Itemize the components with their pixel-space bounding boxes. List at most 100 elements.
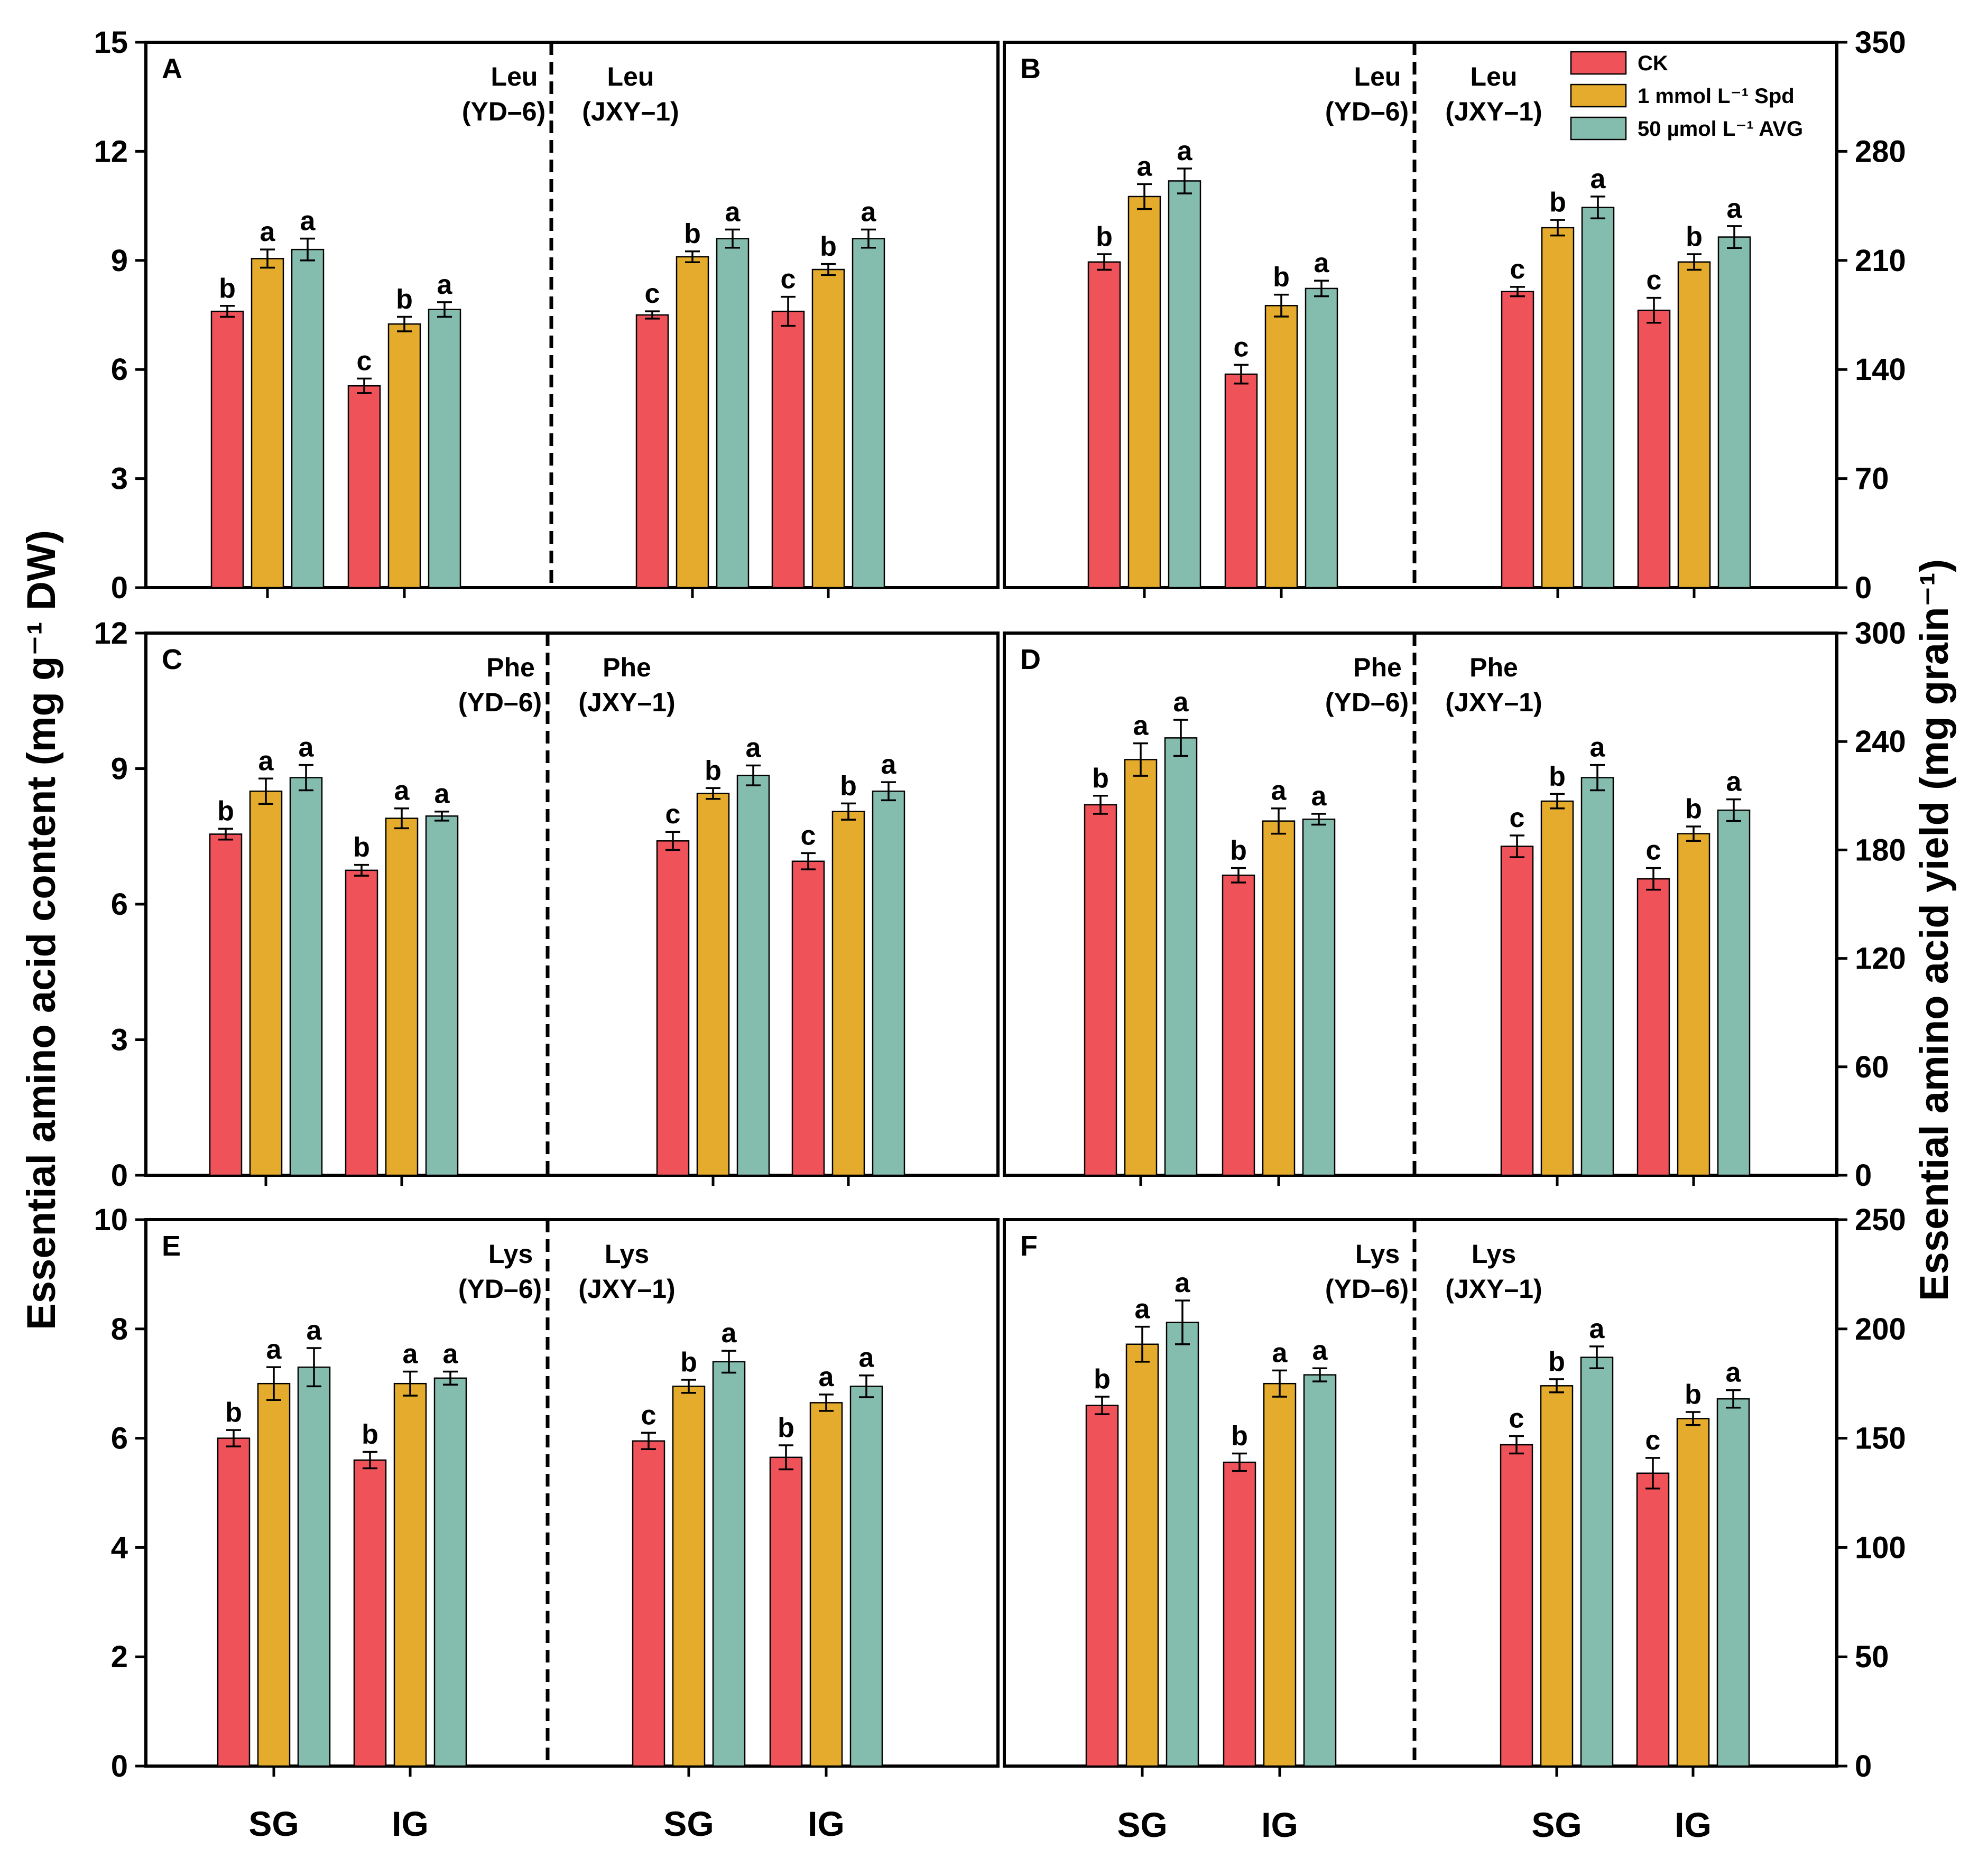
panel-d-jxy1-ig-spd-bar (1677, 833, 1710, 1176)
panel-e-yd6-sg-avg-sig-letter: a (307, 1315, 322, 1346)
panel-f-yd6-ig-spd-bar (1263, 1382, 1297, 1767)
panel-c-jxy1-sg-avg-bar (736, 775, 770, 1176)
panel-d-jxy1-ig-ck-errorbar (1646, 867, 1661, 891)
panel-e-yd6-sg-avg-bar (297, 1366, 331, 1767)
panel-d-jxy1-sg-avg-bar (1580, 777, 1614, 1176)
panel-c-yd6-sg-spd-sig-letter: a (258, 746, 274, 776)
panel-e-yd6-sg-ck-bar (217, 1437, 251, 1767)
panel-c-jxy1-sg-ck-sig-letter: c (665, 799, 681, 830)
panel-e-jxy1-sg-ck-errorbar (641, 1432, 656, 1451)
panel-d-jxy1-sg-spd-sig-letter: b (1549, 761, 1566, 792)
panel-e-ytick-label: 8 (111, 1312, 128, 1346)
panel-c-yd6-ig-ck-sig-letter: b (353, 832, 370, 863)
panel-f-yd6-ig-avg-sig-letter: a (1312, 1335, 1328, 1366)
panel-e-jxy1-sg-spd-bar (672, 1386, 706, 1767)
panel-c-jxy1-ig-ck-errorbar (801, 852, 816, 870)
panel-f-ytick-label: 100 (1855, 1530, 1906, 1565)
panel-a-yd6-ig-spd-sig-letter: b (396, 284, 413, 314)
panel-d-yd6-sg-ck-errorbar (1093, 795, 1108, 815)
panel-b-ytick-label: 70 (1855, 462, 1889, 496)
panel-c-aa-right: Phe (603, 653, 651, 682)
panel-b-letter: B (1020, 53, 1041, 85)
panel-e-cultivar-left: (YD–6) (458, 1274, 542, 1304)
panel-b-ytick-label: 0 (1855, 571, 1872, 605)
panel-c-yd6-sg-spd-errorbar (258, 777, 273, 805)
panel-d-aa-right: Phe (1469, 653, 1518, 682)
panel-b-cultivar-left: (YD–6) (1325, 97, 1409, 126)
legend-label-spd: 1 mmol L⁻¹ Spd (1638, 85, 1795, 108)
panel-f-jxy1-sg-ck-bar (1500, 1444, 1533, 1767)
panel-e-yd6-sg-ck-errorbar (226, 1429, 241, 1447)
panel-a-ytick-label: 9 (111, 244, 128, 278)
panel-a-jxy1-sg-spd-bar (676, 256, 709, 589)
panel-b-ytick-label: 280 (1855, 134, 1906, 169)
panel-c-letter: C (162, 644, 182, 675)
panel-e-yd6-sg-ck-sig-letter: b (225, 1397, 242, 1428)
panel-c-yd6-ig-spd-sig-letter: a (394, 776, 410, 806)
panel-b-jxy1-sg-avg-errorbar (1591, 196, 1605, 219)
panel-f-yd6-ig-avg-bar (1303, 1374, 1337, 1767)
panel-e-yd6-ig-spd-errorbar (403, 1370, 418, 1397)
panel-d-yd6-ig-avg-sig-letter: a (1311, 781, 1327, 812)
panel-b-yd6-ig-spd-sig-letter: b (1273, 262, 1290, 293)
panel-b-yd6-sg-spd-errorbar (1137, 183, 1152, 210)
panel-d-ytick-label: 180 (1855, 833, 1906, 867)
panel-b-jxy1-ig-ck-bar (1637, 309, 1671, 589)
panel-f-aa-right: Lys (1472, 1239, 1516, 1269)
panel-a-yd6-sg-ck-errorbar (220, 305, 235, 318)
panel-d-yd6-ig-avg-errorbar (1311, 813, 1326, 826)
panel-d-jxy1-sg-avg-sig-letter: a (1590, 732, 1606, 763)
group-label-sg: SG (1531, 1805, 1582, 1844)
panel-b-aa-right: Leu (1471, 62, 1518, 91)
panel-c-ytick-label: 0 (111, 1158, 128, 1193)
panel-b-jxy1-sg-ck-bar (1501, 291, 1534, 589)
panel-c-jxy1-ig-avg-sig-letter: a (881, 749, 897, 780)
panel-b-yd6-sg-avg-sig-letter: a (1177, 136, 1193, 166)
panel-d-yd6-ig-spd-bar (1262, 820, 1296, 1176)
panel-a-aa-right: Leu (607, 62, 654, 91)
panel-e-yd6-ig-avg-sig-letter: a (443, 1339, 459, 1369)
panel-f-yd6-sg-ck-sig-letter: b (1094, 1364, 1111, 1395)
panel-d-jxy1-ig-avg-errorbar (1726, 798, 1741, 822)
panel-c-ytick-label: 12 (94, 616, 128, 651)
panel-d-jxy1-ig-avg-sig-letter: a (1726, 767, 1742, 797)
panel-e-jxy1-ig-ck-sig-letter: b (778, 1413, 794, 1443)
panel-a-aa-left: Leu (491, 62, 538, 91)
panel-f-yd6-ig-spd-sig-letter: a (1272, 1337, 1288, 1368)
panel-f-yd6-ig-avg-errorbar (1312, 1367, 1327, 1382)
panel-a-jxy1-sg-ck-errorbar (645, 310, 660, 320)
panel-f-jxy1-ig-avg-errorbar (1726, 1389, 1741, 1409)
panel-f-cultivar-left: (YD–6) (1325, 1274, 1409, 1304)
panel-b-yd6-ig-avg-sig-letter: a (1314, 248, 1330, 278)
panel-e-yd6-sg-spd-errorbar (266, 1366, 281, 1401)
panel-e-jxy1-sg-avg-sig-letter: a (722, 1318, 737, 1349)
panel-a-jxy1-sg-spd-sig-letter: b (684, 219, 701, 249)
panel-b-jxy1-sg-avg-sig-letter: a (1591, 164, 1606, 194)
panel-f-yd6-sg-spd-errorbar (1135, 1325, 1150, 1363)
legend-label-avg: 50 µmol L⁻¹ AVG (1638, 117, 1803, 141)
panel-f-jxy1-sg-spd-bar (1540, 1385, 1574, 1767)
panel-a-ytick-label: 0 (111, 571, 128, 605)
panel-c-jxy1-sg-avg-sig-letter: a (746, 733, 762, 764)
panel-d-ytick-label: 60 (1855, 1050, 1889, 1084)
panel-b-yd6-ig-avg-bar (1305, 287, 1338, 589)
panel-a-jxy1-ig-avg-errorbar (861, 228, 876, 249)
panel-d-ytick-label: 0 (1855, 1158, 1872, 1193)
panel-e-yd6-ig-spd-sig-letter: a (403, 1339, 419, 1369)
panel-d-yd6-ig-avg-bar (1302, 819, 1336, 1176)
panel-f-yd6-sg-spd-sig-letter: a (1135, 1294, 1151, 1325)
panel-f-jxy1-ig-ck-sig-letter: c (1645, 1425, 1661, 1456)
panel-a-yd6-ig-ck-sig-letter: c (357, 346, 372, 376)
panel-e-jxy1-ig-ck-errorbar (779, 1444, 793, 1471)
panel-f-ytick-label: 0 (1855, 1749, 1872, 1784)
panel-e-aa-right: Lys (605, 1239, 649, 1269)
panel-c-cultivar-right: (JXY–1) (578, 688, 675, 717)
panel-c-yd6-sg-ck-errorbar (218, 828, 233, 841)
panel-e-yd6-ig-ck-bar (353, 1459, 387, 1767)
panel-b-yd6-ig-ck-sig-letter: c (1234, 332, 1249, 363)
panel-f-jxy1-ig-spd-errorbar (1686, 1411, 1700, 1426)
panel-d-jxy1-sg-ck-bar (1500, 846, 1534, 1176)
